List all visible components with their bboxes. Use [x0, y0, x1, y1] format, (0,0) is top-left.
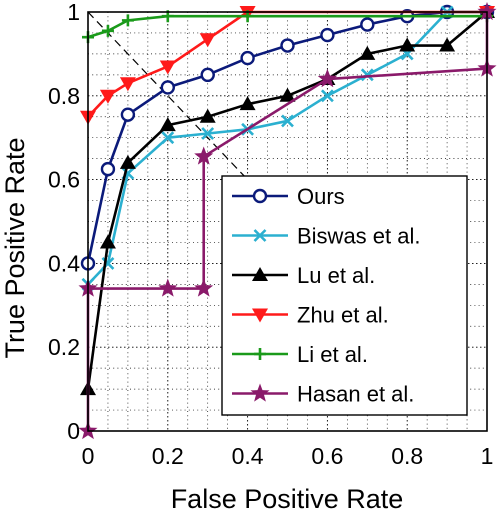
legend-label: Lu et al.: [297, 263, 375, 288]
legend-box: [221, 175, 468, 416]
data-point-ours: [240, 50, 255, 66]
legend-item-lu-et-al: Lu et al.: [232, 263, 375, 288]
data-point-lu-et-al: [199, 108, 216, 123]
data-point-biswas-et-al: [360, 68, 374, 82]
data-point-hasan-et-al: [158, 278, 178, 297]
data-point-li-et-al: [101, 24, 114, 37]
data-point-lu-et-al: [99, 234, 116, 249]
data-point-zhu-et-al: [119, 77, 136, 92]
data-point-hasan-et-al: [477, 2, 497, 21]
legend-item-hasan-et-al: Hasan et al.: [232, 382, 414, 407]
legend-marker: [253, 229, 267, 242]
x-tick-label: 1: [481, 443, 494, 469]
legend: Ours Biswas et al. Lu et al. Zhu et al. Li e…: [221, 175, 468, 416]
y-tick-label: 1: [67, 0, 80, 25]
data-point-biswas-et-al: [281, 114, 294, 128]
x-tick-label: 0.8: [391, 443, 423, 469]
data-point-ours: [280, 38, 295, 53]
y-tick-labels: 0 0.2 0.4 0.6 0.8 1: [48, 0, 80, 444]
series-line-hasan-et-al: [86, 12, 489, 431]
x-tick-label: 0: [82, 443, 95, 469]
legend-marker: [252, 308, 268, 323]
data-point-ours: [360, 17, 375, 32]
plot-frame: [87, 11, 488, 432]
data-point-lu-et-al: [279, 87, 296, 102]
legend-label: Ours: [297, 184, 345, 209]
data-point-ours: [320, 27, 335, 43]
legend-label: Hasan et al.: [297, 382, 414, 407]
data-point-hasan-et-al: [194, 278, 214, 297]
legend-item-zhu-et-al: Zhu et al.: [232, 303, 389, 328]
data-point-zhu-et-al: [199, 33, 216, 48]
data-point-ours: [120, 107, 136, 122]
y-tick-label: 0.2: [48, 334, 80, 360]
legend-item-biswas-et-al: Biswas et al.: [232, 224, 421, 249]
data-point-biswas-et-al: [201, 127, 215, 140]
data-point-ours: [100, 161, 116, 177]
data-point-lu-et-al: [399, 37, 416, 52]
y-tick-label: 0.6: [48, 167, 80, 193]
data-point-li-et-al: [121, 14, 134, 27]
data-point-ours: [200, 67, 215, 83]
x-tick-label: 0.6: [311, 443, 343, 469]
legend-label: Zhu et al.: [297, 303, 389, 328]
data-point-hasan-et-al: [317, 69, 337, 88]
legend-item-li-et-al: Li et al.: [232, 342, 368, 367]
x-tick-labels: 0 0.2 0.4 0.6 0.8 1: [82, 443, 494, 469]
data-point-hasan-et-al: [194, 146, 214, 165]
y-tick-label: 0.4: [48, 250, 80, 276]
data-point-lu-et-al: [239, 96, 256, 111]
legend-item-ours: Ours: [232, 184, 345, 209]
data-point-zhu-et-al: [159, 60, 176, 75]
legend-marker: [254, 348, 266, 360]
x-axis-label: False Positive Rate: [171, 484, 404, 514]
series-line-lu-et-al: [86, 11, 488, 390]
x-tick-label: 0.2: [152, 443, 184, 469]
data-point-lu-et-al: [119, 154, 136, 169]
legend-label: Li et al.: [297, 342, 368, 367]
data-point-lu-et-al: [439, 37, 456, 52]
legend-label: Biswas et al.: [297, 224, 421, 249]
y-tick-label: 0: [67, 418, 80, 444]
data-point-biswas-et-al: [161, 131, 175, 145]
y-axis-label: True Positive Rate: [0, 137, 30, 358]
data-point-lu-et-al: [359, 45, 376, 60]
x-tick-label: 0.4: [232, 443, 264, 469]
data-point-biswas-et-al: [320, 89, 334, 103]
legend-marker: [252, 267, 268, 281]
data-point-lu-et-al: [159, 117, 176, 132]
legend-marker: [252, 188, 268, 204]
series-line-biswas-et-al: [87, 10, 487, 286]
data-point-ours: [160, 80, 176, 95]
legend-marker: [250, 383, 270, 402]
data-point-zhu-et-al: [99, 89, 116, 104]
y-tick-label: 0.8: [48, 83, 80, 109]
